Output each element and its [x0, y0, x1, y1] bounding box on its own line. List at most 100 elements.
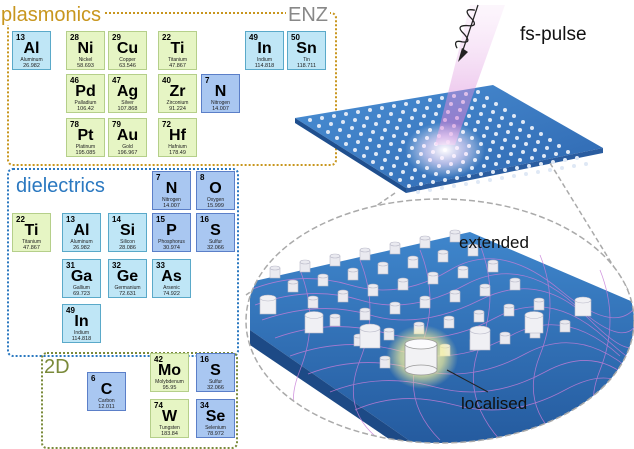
twod-title: 2D [44, 357, 73, 377]
element-tile-ag: 47 Ag Silver 107.868 [108, 74, 147, 113]
element-name: Gold [122, 144, 133, 150]
beam-spot-glow [405, 122, 485, 178]
element-symbol: N [165, 180, 178, 197]
element-name: Carbon [98, 398, 115, 404]
atomic-number: 50 [291, 33, 300, 42]
atomic-mass: 183.84 [161, 431, 178, 437]
laser-beam [435, 5, 505, 145]
pulse-arrowhead [458, 48, 468, 62]
element-tile-cu: 29 Cu Copper 63.546 [108, 31, 147, 70]
atomic-mass: 63.546 [119, 63, 136, 69]
atomic-mass: 74.922 [163, 291, 180, 297]
element-symbol: Ge [116, 268, 139, 285]
element-tile-sn: 50 Sn Tin 118.711 [287, 31, 326, 70]
element-tile-zr: 40 Zr Zirconium 91.224 [158, 74, 197, 113]
atomic-number: 13 [16, 33, 25, 42]
atomic-number: 15 [156, 215, 165, 224]
atomic-number: 28 [70, 33, 79, 42]
pulse-wave [462, 4, 479, 51]
element-tile-o: 8 O Oxygen 15.999 [196, 171, 235, 210]
element-name: Nitrogen [211, 100, 230, 106]
element-symbol: N [214, 83, 227, 100]
element-symbol: S [210, 222, 221, 239]
element-tile-mo: 42 Mo Molybdenum 95.95 [150, 353, 189, 392]
element-name: Tin [303, 57, 310, 63]
atomic-mass: 28.086 [119, 245, 136, 251]
element-tile-in: 49 In Indium 114.818 [62, 304, 101, 343]
atomic-mass: 72.631 [119, 291, 136, 297]
atomic-number: 49 [66, 306, 75, 315]
atomic-number: 42 [154, 355, 163, 364]
element-name: Nitrogen [162, 197, 181, 203]
atomic-mass: 91.224 [169, 106, 186, 112]
atomic-mass: 47.867 [169, 63, 186, 69]
atomic-number: 22 [162, 33, 171, 42]
element-symbol: Al [73, 222, 90, 239]
zoom-line-right [549, 162, 629, 291]
element-name: Indium [256, 57, 272, 63]
element-symbol: Sn [296, 40, 317, 57]
element-symbol: W [161, 408, 178, 425]
element-name: Molybdenum [155, 379, 184, 385]
atomic-number: 78 [70, 120, 79, 129]
element-name: Tungsten [159, 425, 180, 431]
atomic-number: 6 [91, 374, 96, 383]
element-symbol: Cu [116, 40, 139, 57]
localised-label: localised [461, 394, 528, 413]
element-tile-se: 34 Se Selenium 78.972 [196, 399, 235, 438]
atomic-mass: 14.007 [212, 106, 229, 112]
atomic-mass: 32.066 [207, 245, 224, 251]
extended-label: extended [459, 233, 529, 252]
element-tile-in: 49 In Indium 114.818 [245, 31, 284, 70]
atomic-mass: 69.723 [73, 291, 90, 297]
atomic-mass: 106.42 [77, 106, 94, 112]
atomic-number: 7 [205, 76, 210, 85]
dielectrics-title: dielectrics [16, 175, 105, 197]
element-symbol: Ni [77, 40, 94, 57]
atomic-number: 7 [156, 173, 161, 182]
plasmonics-title: plasmonics [1, 4, 104, 26]
atomic-mass: 12.011 [98, 404, 115, 410]
element-name: Indium [73, 330, 89, 336]
atomic-mass: 195.085 [75, 150, 96, 156]
element-symbol: Ga [70, 268, 93, 285]
element-symbol: Mo [157, 362, 182, 379]
atomic-mass: 30.974 [163, 245, 180, 251]
metasurface-top [295, 85, 603, 188]
element-symbol: Se [205, 408, 226, 425]
element-name: Sulfur [208, 239, 223, 245]
atomic-number: 8 [200, 173, 205, 182]
element-name: Oxygen [206, 197, 225, 203]
localised-pillar [404, 338, 438, 376]
element-tile-n: 7 N Nitrogen 14.007 [201, 74, 240, 113]
atomic-number: 32 [112, 261, 121, 270]
element-tile-au: 79 Au Gold 196.967 [108, 118, 147, 157]
element-name: Germanium [114, 285, 141, 291]
element-tile-ga: 31 Ga Gallium 69.723 [62, 259, 101, 298]
element-name: Aluminum [20, 57, 43, 63]
atomic-number: 16 [200, 215, 209, 224]
atomic-number: 40 [162, 76, 171, 85]
localised-glow [386, 325, 458, 389]
metasurface-pillars [308, 90, 588, 194]
dielectrics-box [7, 168, 239, 357]
element-symbol: As [161, 268, 182, 285]
atomic-number: 79 [112, 120, 121, 129]
element-symbol: Zr [169, 83, 186, 100]
element-symbol: Ti [24, 222, 39, 239]
element-symbol: C [100, 381, 113, 398]
element-tile-p: 15 P Phosphorus 30.974 [152, 213, 191, 252]
element-symbol: O [209, 180, 222, 197]
element-symbol: Al [23, 40, 40, 57]
element-name: Copper [119, 57, 136, 63]
element-tile-ni: 28 Ni Nickel 58.693 [66, 31, 105, 70]
element-name: Aluminum [70, 239, 93, 245]
atomic-number: 72 [162, 120, 171, 129]
element-symbol: In [257, 40, 272, 57]
element-tile-c: 6 C Carbon 12.011 [87, 372, 126, 411]
element-symbol: Ag [116, 83, 139, 100]
element-symbol: S [210, 362, 221, 379]
element-tile-ti: 22 Ti Titanium 47.867 [158, 31, 197, 70]
element-symbol: Pd [75, 83, 96, 100]
atomic-mass: 114.818 [254, 63, 275, 69]
